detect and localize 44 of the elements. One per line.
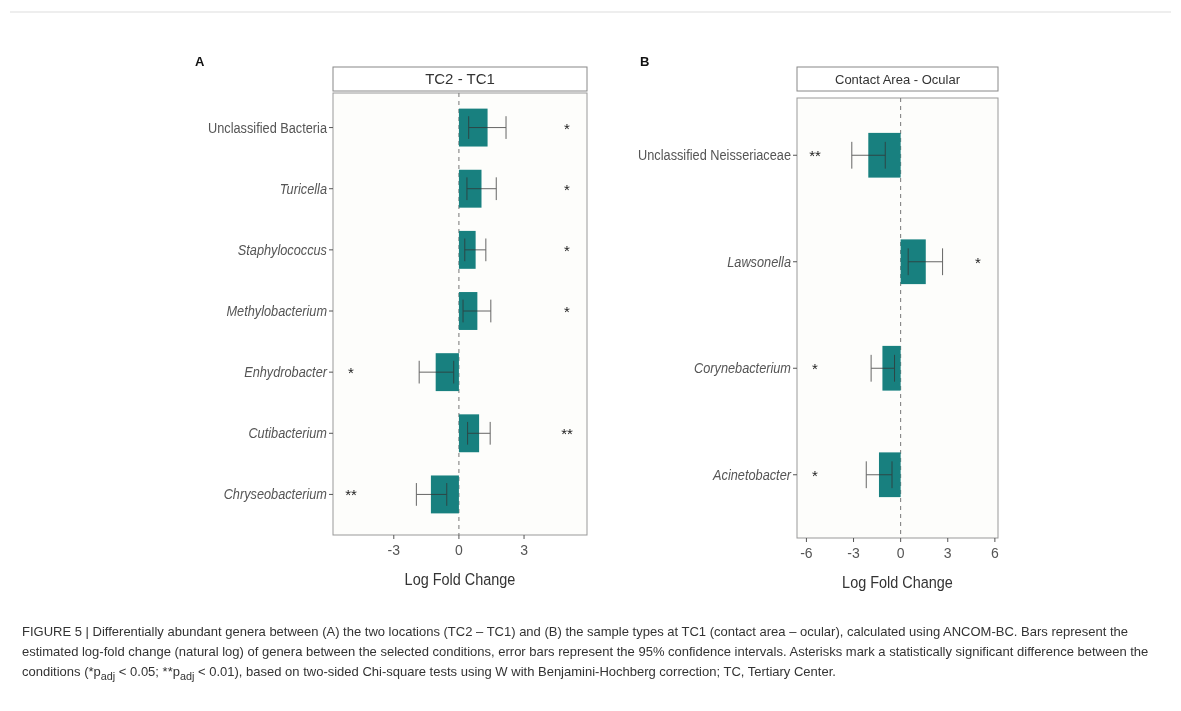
bar: [458, 230, 476, 269]
x-axis-title: Log Fold Change: [842, 572, 954, 592]
x-tick-label: -6: [800, 545, 813, 561]
annotation: *: [564, 303, 571, 320]
annotation: **: [809, 147, 821, 165]
y-tick-label: Turicella: [279, 179, 328, 197]
bar: [458, 108, 488, 147]
text: A: [195, 54, 205, 69]
y-tick-label: Unclassified Neisseriaceae: [638, 146, 792, 164]
annotation: **: [561, 425, 573, 443]
annotation: *: [812, 466, 819, 484]
x-axis-title: Log Fold Change: [404, 569, 516, 589]
annotation: *: [564, 180, 571, 198]
y-tick-label: Staphylococcus: [237, 240, 328, 259]
bar: [458, 169, 482, 208]
y-tick-label: Cutibacterium: [248, 424, 327, 442]
x-tick-label: -3: [847, 545, 860, 561]
annotation: **: [345, 486, 357, 504]
annotation: *: [975, 253, 982, 271]
y-tick-label: Methylobacterium: [226, 301, 327, 320]
x-tick-label: 3: [943, 545, 952, 561]
x-tick-label: 3: [520, 542, 529, 558]
x-tick-label: -3: [387, 542, 401, 558]
x-tick-label: 0: [455, 542, 464, 558]
chart-title: TC2 - TC1: [425, 70, 495, 87]
bar: [435, 353, 459, 392]
annotation: *: [348, 364, 355, 382]
bar: [458, 292, 478, 330]
annotation: *: [812, 360, 819, 378]
bar: [458, 414, 480, 453]
chart-title: Contact Area - Ocular: [835, 72, 961, 87]
x-tick-label: 0: [896, 545, 905, 561]
text: B: [640, 54, 650, 69]
y-tick-label: Enhydrobacter: [244, 363, 329, 381]
caption: FIGURE 5 | Differentially abundant genera between (A) the two locations (TC2 – TC1) and (B) the sample types at TC1 (contact area – ocular), calculated using ANCOM-BC. Bars represent the estimated log-fold change (natural log) of genera between the selected conditions, error bars represent the 95% confidence intervals. Asterisks mark a statistically significant difference between the conditions (*p$_{adj}$ < 0.05; **p$_{adj}$ < 0.01), based on two-sided Chi-square tests using W with Benjamini-Hochberg correction; TC, Tertiary Center.: [22, 623, 1150, 684]
y-tick-label: Corynebacterium: [694, 359, 791, 377]
x-tick-label: 6: [990, 545, 999, 561]
annotation: *: [564, 119, 571, 137]
bar: [430, 475, 459, 514]
y-tick-label: Unclassified Bacteria: [208, 118, 328, 136]
y-tick-label: Chryseobacterium: [223, 485, 327, 503]
annotation: *: [564, 241, 571, 259]
y-tick-label: Lawsonella: [727, 252, 792, 270]
y-tick-label: Acinetobacter: [712, 465, 793, 483]
